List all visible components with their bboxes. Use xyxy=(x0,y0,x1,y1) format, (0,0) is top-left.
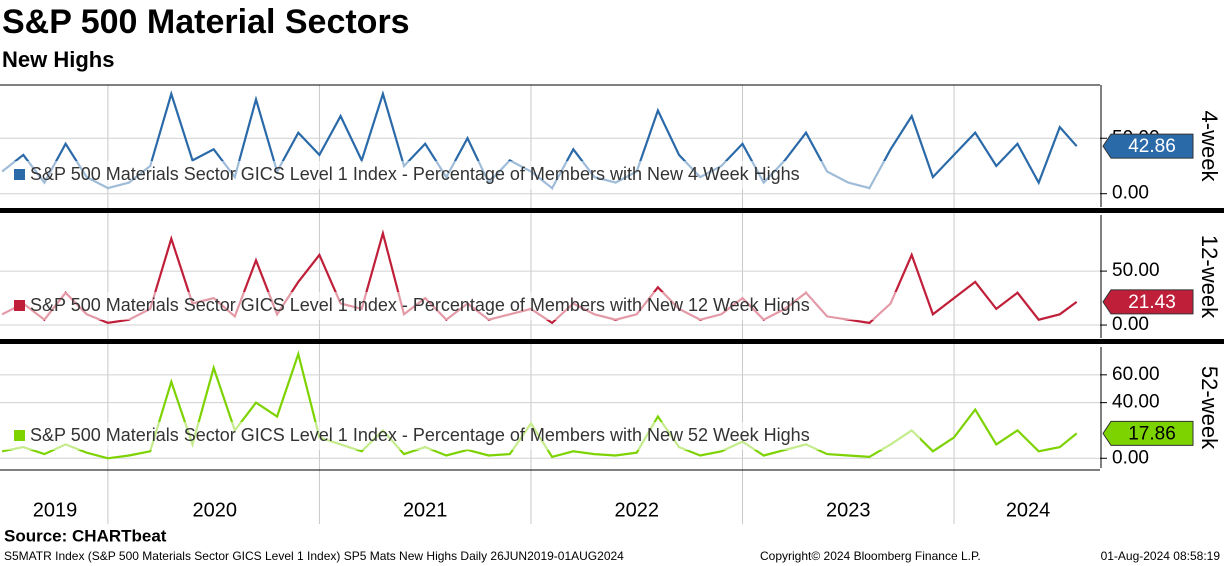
legend-swatch xyxy=(14,430,25,441)
panel-divider xyxy=(0,208,1224,213)
y-tick-label: 40.00 xyxy=(1112,392,1160,413)
x-tick-label: 2023 xyxy=(826,499,871,521)
copyright: Copyright© 2024 Bloomberg Finance L.P. xyxy=(760,549,981,563)
legend-box xyxy=(0,422,920,450)
legend-label: S&P 500 Materials Sector GICS Level 1 In… xyxy=(30,295,810,315)
panel-label: 4-week xyxy=(1197,111,1222,183)
timestamp: 01-Aug-2024 08:58:19 xyxy=(1101,549,1221,563)
chart-title: S&P 500 Material Sectors xyxy=(2,3,410,41)
last-value-tag xyxy=(1102,420,1194,446)
x-tick-label: 2022 xyxy=(614,499,659,521)
panel-divider xyxy=(0,339,1224,344)
panel-label: 12-week xyxy=(1197,235,1222,319)
legend-swatch xyxy=(14,300,25,311)
y-tick-label: 0.00 xyxy=(1112,183,1149,204)
legend-box xyxy=(0,292,920,320)
x-tick-label: 2024 xyxy=(1006,499,1051,521)
legend-label: S&P 500 Materials Sector GICS Level 1 In… xyxy=(30,425,810,445)
legend-box xyxy=(0,161,920,189)
y-tick-label: 50.00 xyxy=(1112,260,1160,281)
last-value-tag xyxy=(1102,133,1194,159)
x-tick-label: 2021 xyxy=(403,499,448,521)
x-tick-label: 2020 xyxy=(192,499,237,521)
x-tick-label: 2019 xyxy=(33,499,78,521)
y-tick-label: 0.00 xyxy=(1112,314,1149,335)
legend-swatch xyxy=(14,169,25,180)
last-value-label: 17.86 xyxy=(1128,423,1176,444)
last-value-tag xyxy=(1102,289,1194,315)
last-value-label: 21.43 xyxy=(1128,292,1176,313)
chart-subtitle: New Highs xyxy=(2,47,114,72)
y-tick-label: 60.00 xyxy=(1112,364,1160,385)
y-tick-label: 0.00 xyxy=(1112,447,1149,468)
legend-label: S&P 500 Materials Sector GICS Level 1 In… xyxy=(30,164,800,184)
description: S5MATR Index (S&P 500 Materials Sector G… xyxy=(4,549,624,563)
last-value-label: 42.86 xyxy=(1128,136,1176,157)
source: Source: CHARTbeat xyxy=(4,526,167,545)
panel-label: 52-week xyxy=(1197,366,1222,450)
